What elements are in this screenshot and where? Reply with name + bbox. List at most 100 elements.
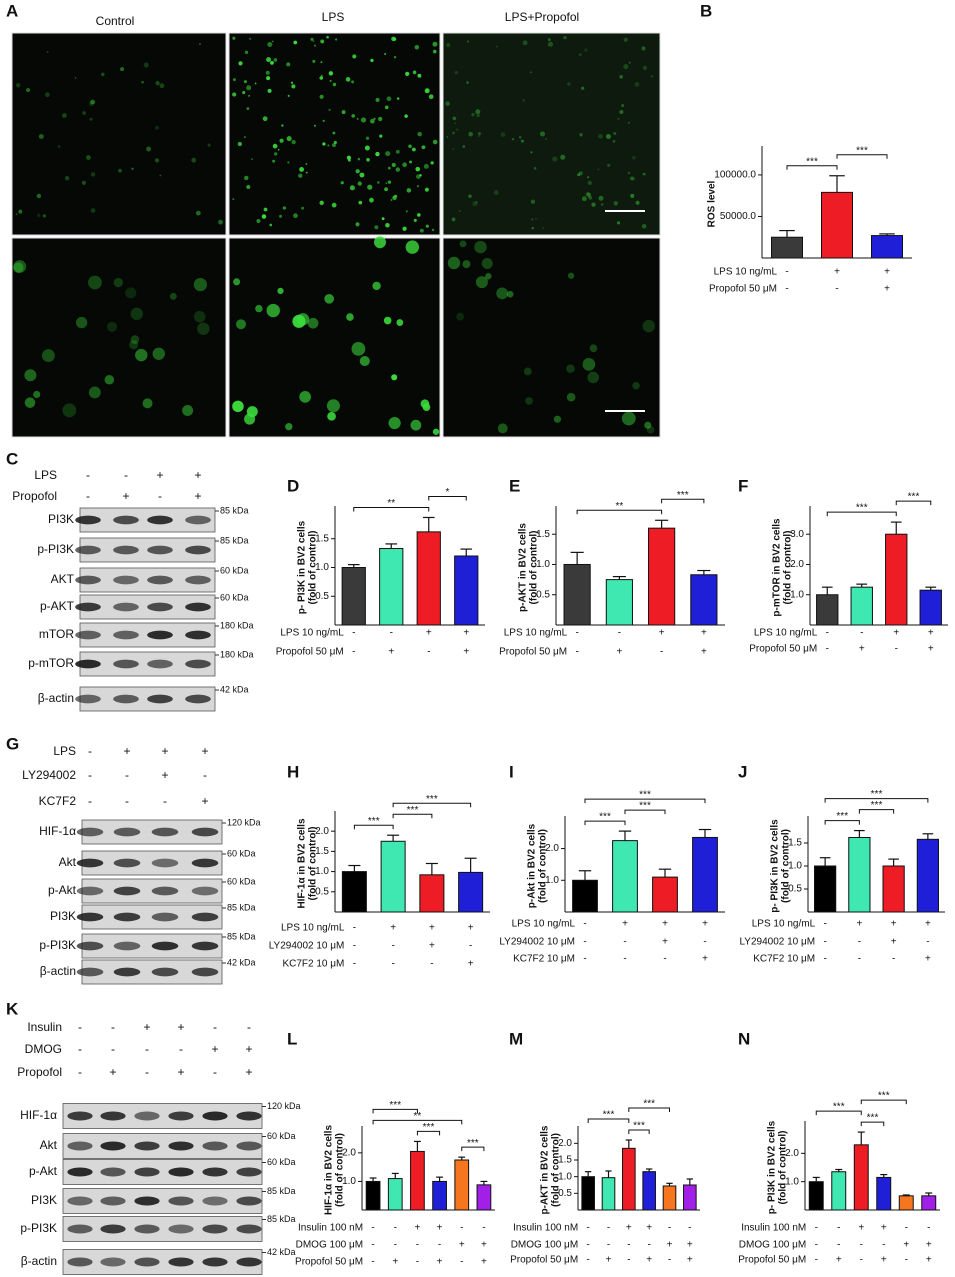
cell [340, 181, 344, 185]
cell [623, 63, 629, 70]
significance-bracket [392, 813, 433, 819]
cell [312, 40, 315, 42]
cell [391, 36, 396, 42]
blot-band [202, 1196, 228, 1206]
condition-sign: + [859, 644, 865, 655]
cell [244, 50, 249, 55]
cell [475, 109, 481, 115]
significance-label: *** [806, 156, 818, 167]
error-bar [464, 857, 477, 873]
cell [632, 381, 640, 390]
cell [539, 131, 546, 137]
cell [346, 313, 354, 321]
cell [130, 307, 143, 321]
blot-band [113, 941, 141, 951]
blot-band [113, 602, 139, 612]
cell [619, 75, 623, 79]
size-label: 85 kDa [220, 535, 249, 545]
cell [632, 156, 636, 160]
size-label: 42 kDa [227, 957, 256, 967]
cell [412, 70, 417, 75]
blot-band [151, 886, 179, 896]
cell [420, 399, 430, 409]
condition-sign: - [86, 489, 90, 503]
cell [326, 35, 329, 39]
significance-bracket [392, 802, 472, 808]
error-bar [857, 1131, 865, 1145]
condition-sign: + [925, 919, 931, 930]
y-axis-label: (fold of control) [778, 1131, 789, 1205]
size-label: 85 kDa [227, 902, 256, 912]
significance-label: *** [389, 1100, 401, 1111]
blot-band [76, 912, 104, 922]
cell [120, 67, 125, 72]
cell [560, 154, 566, 160]
cell [287, 94, 290, 97]
significance-label: *** [639, 801, 651, 812]
panel-label: M [509, 1029, 523, 1048]
bar [882, 865, 905, 913]
cell [277, 148, 280, 151]
cell [452, 131, 455, 135]
condition-label: Propofol [12, 489, 57, 503]
cell [468, 131, 473, 137]
cell [477, 131, 482, 136]
cell [375, 151, 380, 157]
condition-sign: - [352, 628, 355, 639]
blot-band [185, 602, 211, 612]
condition-sign: - [125, 794, 129, 808]
cell [402, 226, 407, 231]
cell [520, 139, 524, 143]
cell [462, 145, 466, 148]
blot-band [67, 1196, 93, 1206]
cell [432, 41, 438, 47]
cell [642, 319, 656, 333]
cell [358, 200, 363, 205]
y-tick-label: 1.0 [536, 559, 550, 570]
cell [155, 81, 160, 86]
cell [262, 116, 268, 122]
panel-label: A [6, 1, 18, 20]
condition-sign: - [826, 644, 829, 655]
condition-sign: - [353, 923, 356, 934]
significance-label: *** [856, 145, 868, 156]
cell [38, 134, 44, 139]
cell [107, 321, 118, 332]
cell [383, 316, 392, 325]
size-label: 60 kDa [267, 1157, 296, 1167]
cell [75, 316, 88, 329]
band-label: mTOR [39, 627, 74, 641]
y-tick-label: 1.0 [785, 1176, 799, 1187]
cell [82, 111, 86, 115]
blot-band [134, 1141, 160, 1151]
error-bar [436, 1176, 444, 1182]
micrograph [442, 237, 661, 438]
error-bar [835, 1168, 843, 1172]
cell [432, 139, 438, 145]
cell [310, 37, 314, 41]
blot-band [191, 912, 219, 922]
cell [287, 161, 290, 164]
error-bar [348, 864, 361, 872]
cell [279, 214, 283, 218]
y-axis-label: (fold of control) [308, 827, 319, 901]
cell [135, 348, 148, 362]
cell [386, 96, 392, 102]
cell [417, 73, 422, 78]
blot-band [151, 967, 179, 977]
size-label: 180 kDa [220, 620, 254, 630]
cell [393, 56, 397, 59]
cell [481, 257, 493, 269]
cell [346, 155, 352, 160]
condition-sign: + [463, 628, 469, 639]
y-tick-label: 50000.0 [720, 211, 757, 222]
error-bar [902, 1194, 910, 1196]
condition-label: Propofol 50 μM [499, 647, 567, 658]
condition-sign: - [124, 468, 128, 482]
blot-band [202, 1224, 228, 1234]
bar [563, 563, 591, 626]
blot-band [191, 941, 219, 951]
cell [478, 134, 481, 138]
condition-label: LY294002 10 μM [269, 941, 345, 952]
significance-bracket [372, 1119, 463, 1125]
